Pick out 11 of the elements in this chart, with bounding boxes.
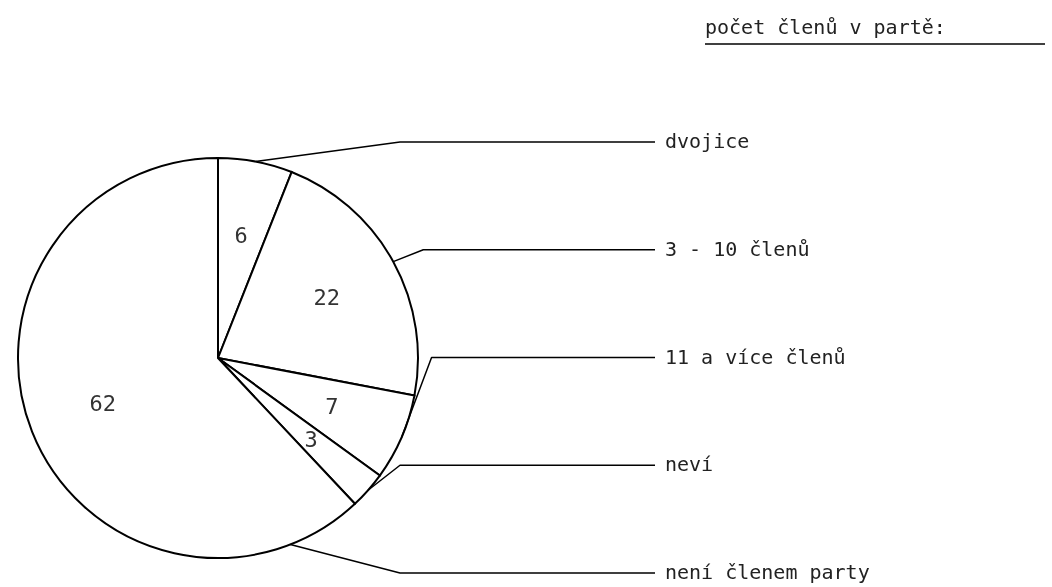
data-label: 22 xyxy=(313,285,340,311)
data-label: 6 xyxy=(234,223,248,249)
slice-label: 11 a více členů xyxy=(665,344,846,369)
slice-label: dvojice xyxy=(665,129,750,153)
slice-label: není členem party xyxy=(665,560,870,584)
slice-label: neví xyxy=(665,452,714,477)
slice-label: 3 - 10 členů xyxy=(665,236,810,261)
data-label: 3 xyxy=(304,427,318,452)
chart-title: počet členů v partě: xyxy=(705,15,946,39)
data-label: 7 xyxy=(325,394,339,420)
data-label: 62 xyxy=(89,390,116,416)
